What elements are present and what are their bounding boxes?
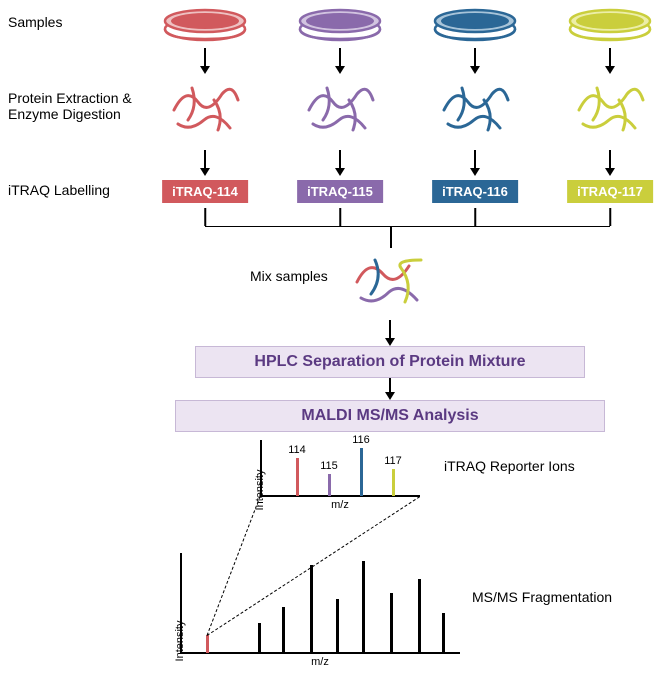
mini-bar-label-0: 114 [284,444,310,456]
mini-bar-0 [296,458,299,496]
mini-bar-label-2: 116 [348,434,374,446]
fragmentation-chart: Intensitym/z [180,553,460,653]
petri-dish-2 [432,8,518,38]
protein-squiggle-1 [303,80,377,136]
protein-squiggle-3 [573,80,647,136]
protein-squiggle-2 [438,80,512,136]
mini-bar-label-1: 115 [316,460,342,472]
mini-axis-x [260,495,420,497]
main-bar-8 [442,613,445,653]
reporter-ion-chart: Intensitym/z114115116117 [260,440,420,496]
mini-bar-1 [328,474,331,496]
main-bar-7 [418,579,421,653]
sample-column-1: iTRAQ-115 [290,0,390,220]
main-bar-0 [206,635,209,653]
main-bar-6 [390,593,393,653]
mini-bar-label-3: 117 [380,455,406,467]
petri-dish-1 [297,8,383,38]
maldi-box: MALDI MS/MS Analysis [175,400,605,432]
sample-column-2: iTRAQ-116 [425,0,525,220]
mix-samples-label: Mix samples [250,268,328,284]
main-bar-1 [258,623,261,653]
main-xlabel: m/z [180,656,460,668]
itraq-tag-0: iTRAQ-114 [162,180,248,203]
merge-stub-2 [474,208,476,226]
row-label-extraction: Protein Extraction & Enzyme Digestion [8,90,132,122]
mini-bar-3 [392,469,395,496]
merge-stub-3 [609,208,611,226]
petri-dish-3 [567,8,653,38]
protein-squiggle-0 [168,80,242,136]
merge-horizontal-line [205,226,610,227]
petri-dish-0 [162,8,248,38]
itraq-tag-3: iTRAQ-117 [567,180,653,203]
row-label-samples: Samples [8,14,62,30]
row-label-itraq: iTRAQ Labelling [8,182,110,198]
sample-column-3: iTRAQ-117 [560,0,658,220]
mixed-protein-squiggle [349,250,431,315]
main-bar-3 [310,565,313,653]
mini-xlabel: m/z [260,499,420,511]
itraq-tag-1: iTRAQ-115 [297,180,383,203]
merge-stub-0 [204,208,206,226]
itraq-tag-2: iTRAQ-116 [432,180,518,203]
hplc-box: HPLC Separation of Protein Mixture [195,346,585,378]
main-bar-4 [336,599,339,653]
main-bar-5 [362,561,365,653]
mini-bar-2 [360,448,363,496]
main-bar-2 [282,607,285,653]
merge-stub-1 [339,208,341,226]
fragmentation-annotation: MS/MS Fragmentation [472,589,612,605]
sample-column-0: iTRAQ-114 [155,0,255,220]
merge-vertical-line [390,226,392,248]
reporter-ions-annotation: iTRAQ Reporter Ions [444,458,575,474]
